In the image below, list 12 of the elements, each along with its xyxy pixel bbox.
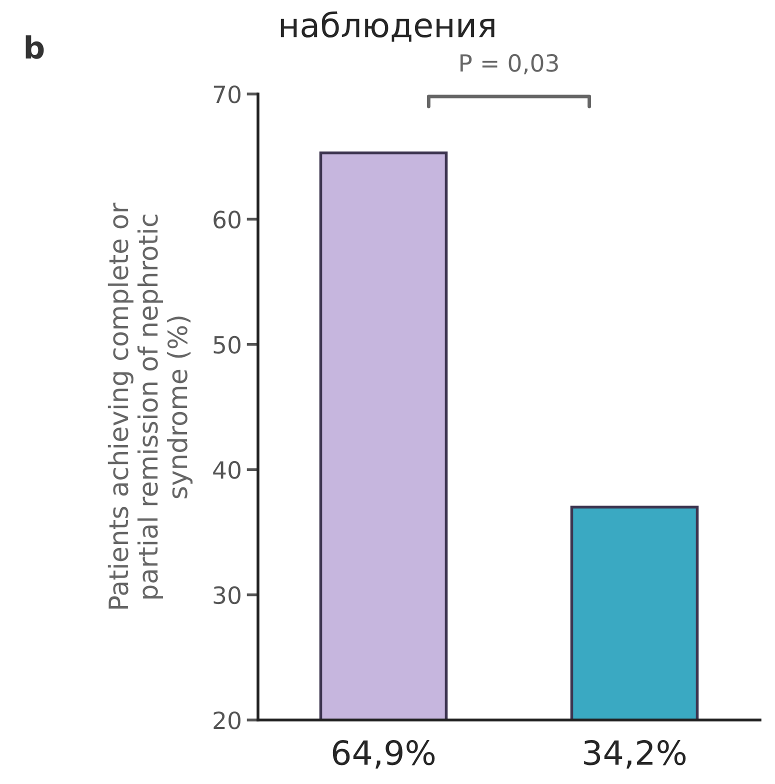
y-tick-label: 70 [214, 85, 240, 104]
y-tick-label: 60 [214, 210, 240, 229]
y-axis-title: Patients achieving complete or partial remission of nephrotic syndrome (%) [108, 202, 193, 609]
y-tick-label: 50 [214, 336, 240, 354]
y-tick-label: 20 [214, 711, 240, 730]
text: b [26, 35, 44, 59]
x-tick-label: 64,9% [332, 740, 435, 769]
x-tick-label: 34,2% [584, 740, 686, 769]
chart-title: наблюдения [280, 11, 494, 42]
text: P = 0,03 [460, 54, 558, 74]
y-tick-label: 30 [214, 586, 240, 604]
y-tick-label: 40 [213, 461, 240, 479]
